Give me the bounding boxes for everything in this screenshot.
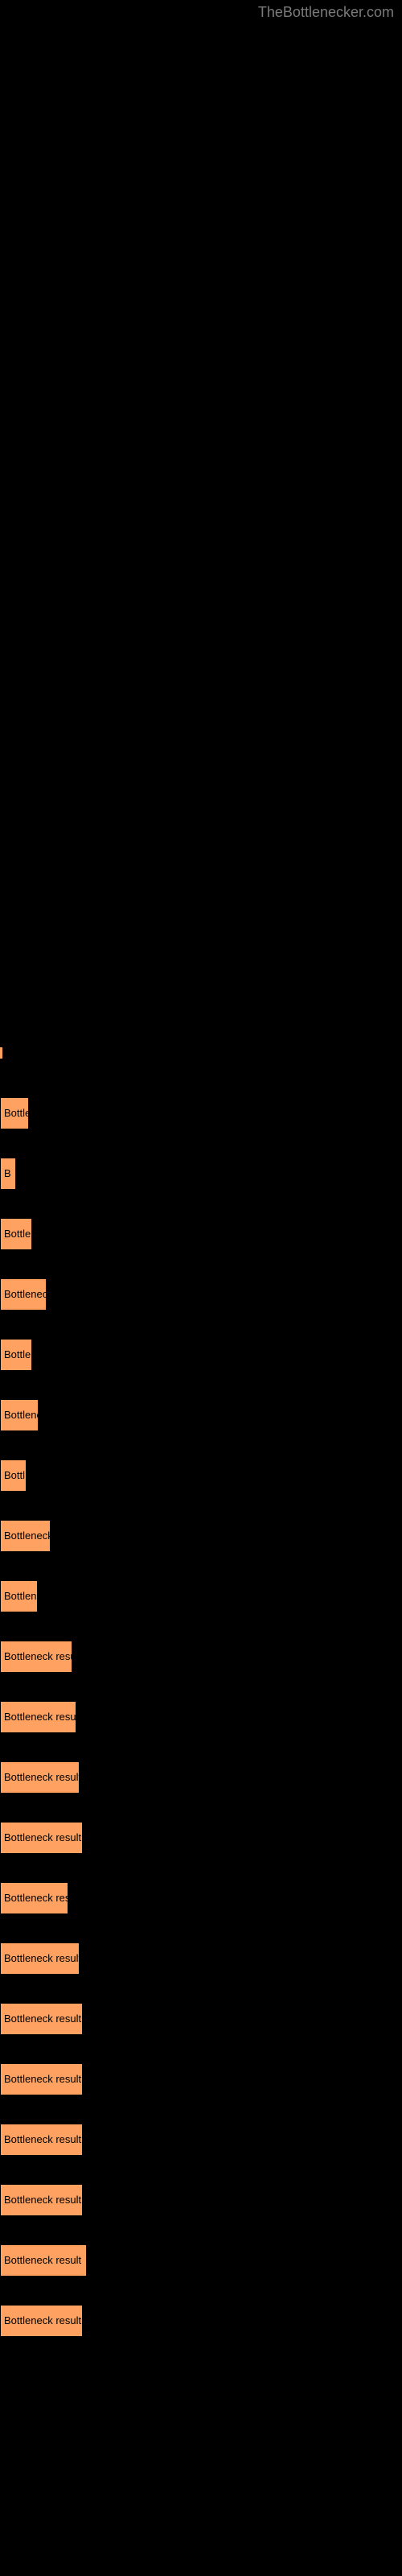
watermark-text: TheBottlenecker.com: [258, 4, 394, 21]
bar: Bottleneck res: [0, 1882, 68, 1914]
bar-row: Bottleneck result: [0, 2049, 402, 2109]
bar: Bottl: [0, 1459, 27, 1492]
bar: Bottleneck result: [0, 2305, 83, 2337]
bar-row: Bottlene: [0, 1385, 402, 1445]
bar-row: Bottleneck: [0, 1264, 402, 1324]
bar-row: Bottlen: [0, 1324, 402, 1385]
bar: Bottlene: [0, 1399, 39, 1431]
bar: Bottleneck result: [0, 1701, 76, 1733]
bar: Bottlen: [0, 1218, 32, 1250]
bar: Bottleneck result: [0, 2003, 83, 2035]
bar-row: Bottl: [0, 1445, 402, 1505]
bar: Bottleneck result: [0, 1942, 80, 1975]
bar: Bottle: [0, 1097, 29, 1129]
bar-chart: Bottle B Bottlen Bottleneck Bottlen Bottlene B…: [0, 1022, 402, 2351]
bar-row: Bottleneck resu: [0, 1626, 402, 1686]
bar: Bottleneck result: [0, 2184, 83, 2216]
bar: B: [0, 1158, 16, 1190]
bar-row: Bottleneck result: [0, 2290, 402, 2351]
bar-row: Bottlen: [0, 1203, 402, 1264]
bar-row: Bottle: [0, 1083, 402, 1143]
bar-row: Bottleneck result: [0, 2230, 402, 2290]
bar: Bottleneck result: [0, 1822, 83, 1854]
bar: Bottleneck: [0, 1520, 51, 1552]
bar-row: Bottleneck result: [0, 1686, 402, 1747]
bar-tick: [0, 1047, 2, 1059]
bar: Bottleneck: [0, 1278, 47, 1311]
bar-row: Bottleneck res: [0, 1868, 402, 1928]
bar: Bottlen: [0, 1339, 32, 1371]
bar-row: Bottleneck result: [0, 2109, 402, 2169]
bar: Bottlene: [0, 1580, 38, 1612]
bar-row: Bottleneck result: [0, 1988, 402, 2049]
bar-row: B: [0, 1143, 402, 1203]
bar-row: Bottlene: [0, 1566, 402, 1626]
bar-row: Bottleneck result: [0, 1928, 402, 1988]
bar-row: Bottleneck result: [0, 2169, 402, 2230]
bar-row: [0, 1022, 402, 1083]
bar-row: Bottleneck result: [0, 1747, 402, 1807]
bar: Bottleneck result: [0, 1761, 80, 1794]
bar: Bottleneck resu: [0, 1641, 72, 1673]
bar: Bottleneck result: [0, 2124, 83, 2156]
bar: Bottleneck result: [0, 2063, 83, 2095]
bar-row: Bottleneck: [0, 1505, 402, 1566]
bar-row: Bottleneck result: [0, 1807, 402, 1868]
bar: Bottleneck result: [0, 2244, 87, 2277]
